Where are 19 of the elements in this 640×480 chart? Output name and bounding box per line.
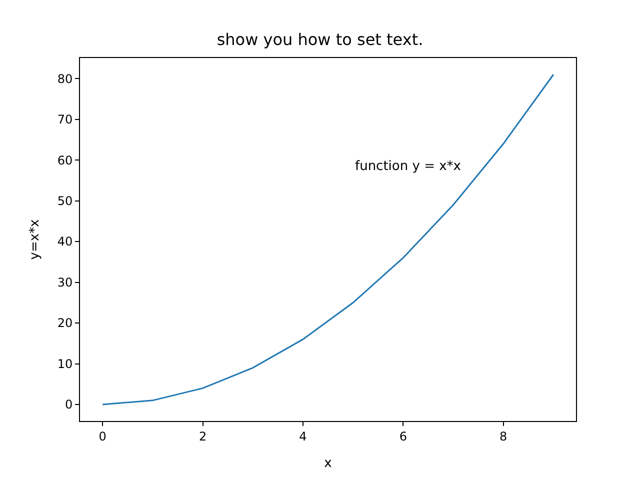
- x-tick-label: 0: [98, 429, 106, 444]
- x-axis-title: x: [324, 456, 332, 471]
- y-axis-title: y=x*x: [27, 218, 42, 260]
- y-tick-label: 50: [57, 194, 73, 208]
- chart-title: show you how to set text.: [216, 30, 424, 49]
- y-tick-label: 20: [57, 316, 73, 330]
- annotation: function y = x*x: [355, 159, 462, 174]
- x-tick-label: 8: [500, 429, 508, 444]
- y-tick-label: 10: [57, 356, 73, 371]
- x-tick-label: 6: [399, 429, 407, 444]
- y-tick-label: 40: [57, 234, 73, 249]
- x-tick-label: 4: [299, 429, 307, 444]
- x-tick-label: 2: [198, 429, 207, 444]
- y-tick-label: 0: [64, 398, 73, 412]
- y-tick-label: 30: [57, 275, 73, 290]
- y-tick-label: 70: [57, 112, 73, 127]
- line-series: [102, 74, 554, 406]
- y-tick-label: 60: [57, 153, 73, 168]
- y-tick-label: 80: [57, 72, 73, 86]
